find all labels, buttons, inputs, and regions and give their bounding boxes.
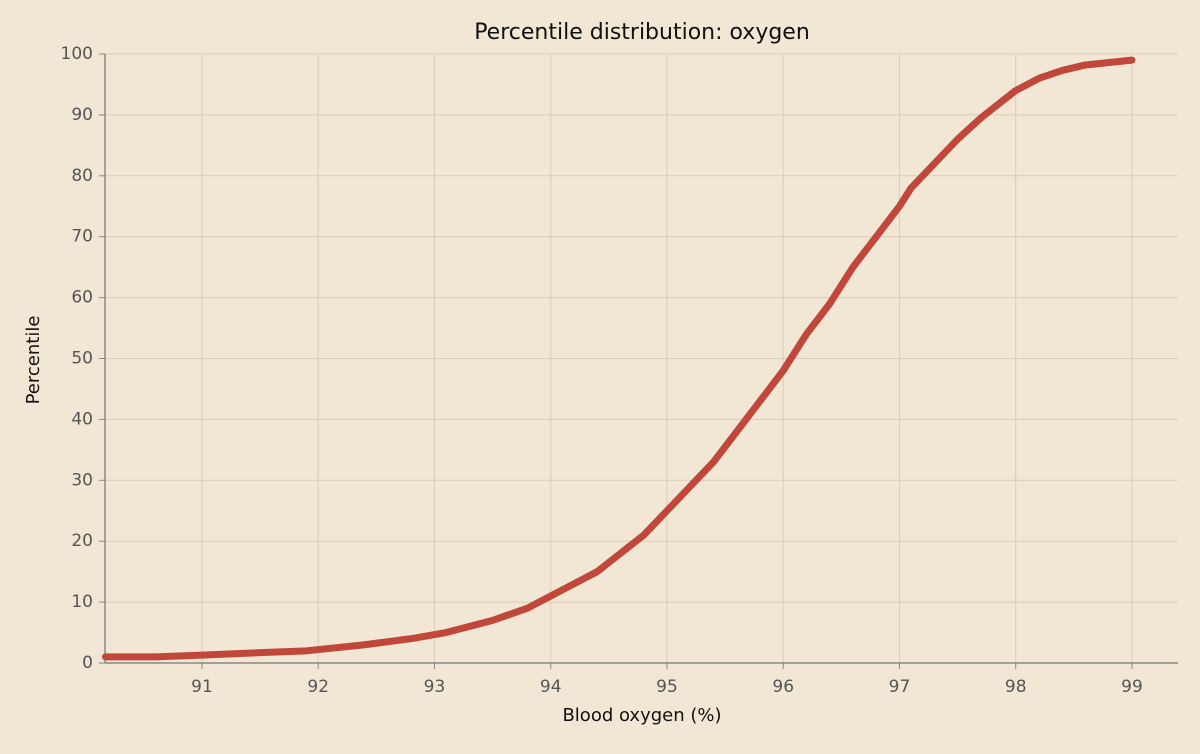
y-tick-label: 50 <box>71 349 93 369</box>
y-tick-label: 70 <box>71 227 93 247</box>
x-tick-label: 97 <box>889 677 911 697</box>
y-tick-label: 0 <box>82 653 93 673</box>
x-tick-label: 98 <box>1005 677 1027 697</box>
x-tick-label: 91 <box>191 677 213 697</box>
y-tick-label: 20 <box>71 531 93 551</box>
y-tick-label: 10 <box>71 592 93 612</box>
y-tick-label: 30 <box>71 470 93 490</box>
y-axis-label: Percentile <box>23 316 44 405</box>
y-tick-label: 90 <box>71 105 93 125</box>
y-tick-label: 60 <box>71 288 93 308</box>
y-tick-label: 100 <box>61 44 93 64</box>
data-line <box>101 56 1136 661</box>
x-tick-label: 99 <box>1121 677 1143 697</box>
chart-title: Percentile distribution: oxygen <box>474 20 810 45</box>
y-tick-label: 40 <box>71 409 93 429</box>
x-axis-label: Blood oxygen (%) <box>562 705 721 726</box>
x-tick-label: 96 <box>772 677 794 697</box>
y-tick-label: 80 <box>71 166 93 186</box>
x-tick-label: 92 <box>307 677 329 697</box>
x-tick-label: 95 <box>656 677 678 697</box>
x-tick-label: 93 <box>424 677 446 697</box>
x-tick-label: 94 <box>540 677 562 697</box>
